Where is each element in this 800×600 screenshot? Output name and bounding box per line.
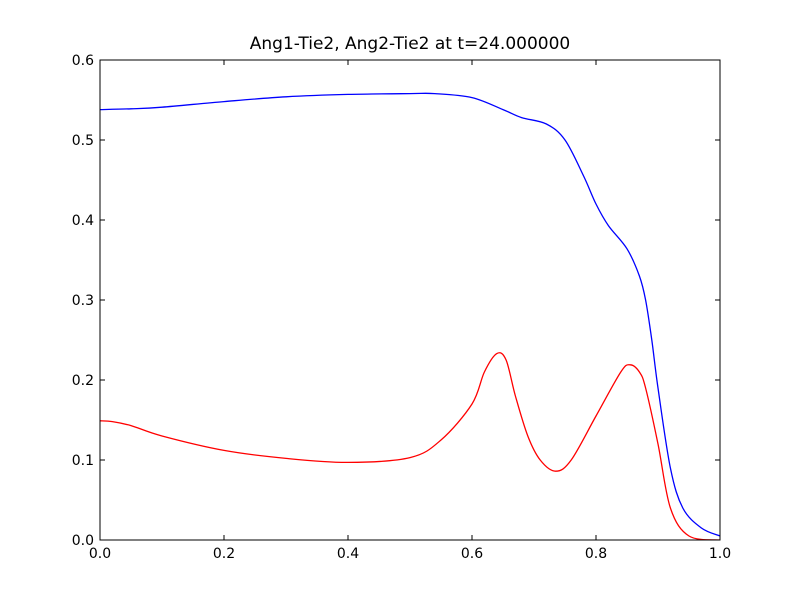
x-tick-label: 0.6 [461,546,483,562]
series-line-2 [100,352,720,540]
x-tick-label: 0.4 [337,546,359,562]
y-tick-label: 0.4 [72,213,94,229]
x-tick-label: 1.0 [709,546,731,562]
series-line-1 [100,92,720,537]
y-tick-label: 0.1 [72,453,94,469]
y-tick-label: 0.5 [72,133,94,149]
y-tick-label: 0.2 [72,373,94,389]
axes: 0.0 0.2 0.4 0.6 0.8 1.0 0.0 0.1 0.2 0.3 0.4 0.5 0.6 [72,53,731,562]
x-tick-label: 0.0 [89,546,111,562]
chart-title: Ang1-Tie2, Ang2-Tie2 at t=24.000000 [250,34,570,54]
y-tick-label: 0.6 [72,53,94,69]
x-tick-label: 0.8 [585,546,607,562]
x-tick-label: 0.2 [213,546,235,562]
y-tick-label: 0.0 [72,533,94,549]
y-tick-label: 0.3 [72,293,94,309]
plot-area [100,92,720,540]
